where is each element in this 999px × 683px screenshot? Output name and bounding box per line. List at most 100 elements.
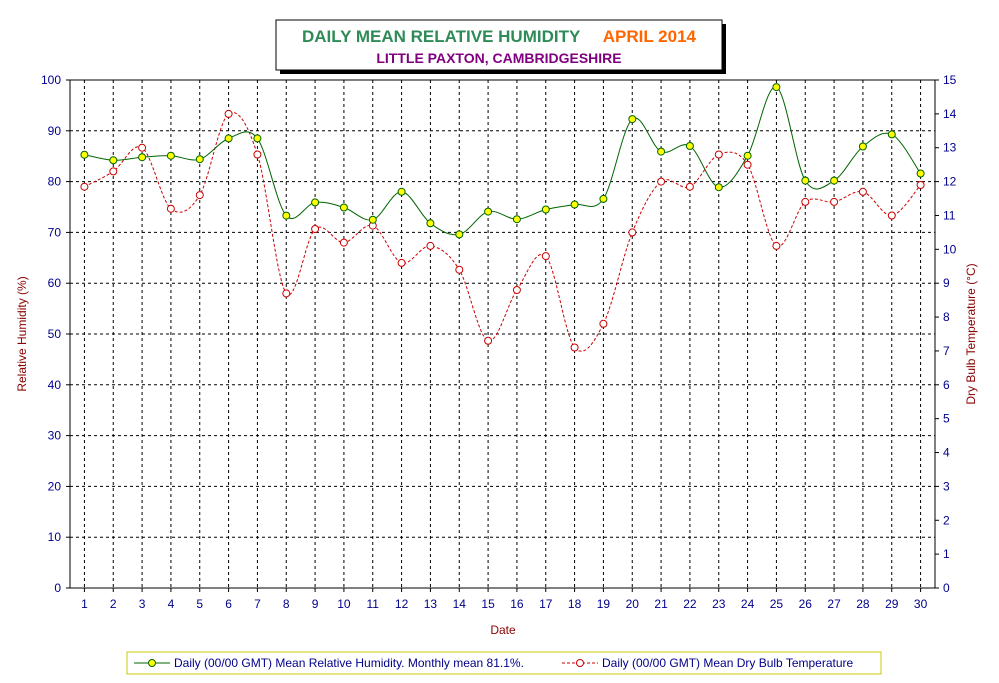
data-point-temperature	[224, 109, 233, 118]
x-tick-label: 4	[168, 597, 175, 611]
data-point-temperature	[801, 197, 810, 206]
x-tick-label: 27	[827, 597, 841, 611]
data-point-humidity	[224, 134, 233, 143]
data-point-humidity	[368, 215, 377, 224]
x-tick-label: 26	[799, 597, 813, 611]
data-point-temperature	[628, 228, 637, 237]
data-point-humidity	[570, 200, 579, 209]
y-tick-label: 0	[54, 581, 61, 595]
x-tick-label: 29	[885, 597, 899, 611]
y2-tick-label: 15	[943, 73, 957, 87]
data-point-humidity	[685, 142, 694, 150]
y2-tick-label: 2	[943, 513, 950, 527]
chart-title-main: DAILY MEAN RELATIVE HUMIDITY	[302, 27, 581, 46]
data-point-humidity	[743, 151, 752, 160]
y2-tick-label: 3	[943, 479, 950, 493]
y-tick-label: 90	[48, 124, 62, 138]
data-point-humidity	[858, 142, 867, 151]
data-point-humidity	[109, 156, 118, 165]
x-tick-label: 24	[741, 597, 755, 611]
data-point-temperature	[858, 187, 867, 196]
data-point-temperature	[397, 258, 406, 267]
y2-tick-label: 6	[943, 378, 950, 392]
x-tick-label: 18	[568, 597, 582, 611]
data-point-temperature	[599, 319, 608, 328]
x-tick-label: 13	[424, 597, 438, 611]
y2-tick-label: 1	[943, 547, 950, 561]
data-point-humidity	[311, 198, 320, 207]
data-point-humidity	[512, 215, 521, 224]
data-point-humidity	[282, 211, 291, 220]
data-point-humidity	[426, 219, 435, 228]
x-tick-label: 8	[283, 597, 290, 611]
y2-tick-label: 4	[943, 446, 950, 460]
data-point-humidity	[253, 134, 262, 143]
data-point-humidity	[887, 130, 896, 139]
x-tick-label: 17	[539, 597, 553, 611]
y-tick-label: 30	[48, 429, 62, 443]
data-point-temperature	[339, 238, 348, 247]
y2-tick-label: 13	[943, 141, 957, 155]
y-tick-label: 60	[48, 276, 62, 290]
data-point-temperature	[743, 160, 752, 169]
data-point-humidity	[657, 147, 666, 156]
y2-tick-label: 14	[943, 107, 957, 121]
data-point-humidity	[80, 150, 89, 159]
y-tick-label: 100	[41, 73, 61, 87]
data-point-temperature	[512, 286, 521, 294]
data-point-humidity	[830, 176, 839, 185]
x-tick-label: 10	[337, 597, 351, 611]
data-point-temperature	[714, 150, 723, 159]
y2-tick-label: 10	[943, 242, 957, 256]
y2-tick-label: 11	[943, 208, 956, 222]
data-point-humidity	[455, 230, 464, 239]
data-point-temperature	[80, 182, 89, 191]
chart-title: DAILY MEAN RELATIVE HUMIDITY APRIL 2014	[302, 27, 697, 46]
legend: Daily (00/00 GMT) Mean Relative Humidity…	[126, 651, 882, 675]
data-point-temperature	[311, 225, 320, 233]
data-point-temperature	[541, 252, 550, 261]
data-point-humidity	[801, 176, 810, 185]
y-axis-title: Relative Humidity (%)	[15, 276, 29, 391]
y2-tick-label: 0	[943, 581, 950, 595]
x-tick-label: 21	[654, 597, 668, 611]
chart-title-period: APRIL 2014	[603, 27, 697, 46]
data-point-humidity	[916, 169, 925, 178]
title-box: DAILY MEAN RELATIVE HUMIDITY APRIL 2014 L…	[275, 19, 726, 74]
data-point-humidity	[397, 187, 406, 196]
legend-temp-label: Daily (00/00 GMT) Mean Dry Bulb Temperat…	[602, 656, 854, 670]
series-layer	[80, 83, 925, 352]
x-tick-label: 19	[597, 597, 611, 611]
legend-rh-label: Daily (00/00 GMT) Mean Relative Humidity…	[174, 656, 524, 670]
data-point-temperature	[830, 197, 839, 206]
title-box-frame	[275, 19, 723, 71]
x-tick-label: 3	[139, 597, 146, 611]
x-tick-label: 6	[225, 597, 232, 611]
data-point-temperature	[282, 289, 291, 298]
axis-ticks: 0102030405060708090100012345678910111213…	[41, 73, 957, 611]
data-point-temperature	[109, 167, 118, 176]
data-point-humidity	[339, 203, 348, 212]
x-axis-title: Date	[490, 623, 516, 637]
data-point-temperature	[685, 182, 694, 191]
series-line-humidity	[84, 86, 922, 236]
x-tick-label: 30	[914, 597, 928, 611]
data-point-humidity	[195, 155, 204, 164]
data-point-temperature	[916, 181, 925, 189]
x-tick-label: 28	[856, 597, 870, 611]
legend-temp-marker	[576, 659, 584, 667]
grid	[70, 80, 935, 588]
y2-tick-label: 12	[943, 175, 957, 189]
y2-tick-label: 9	[943, 276, 950, 290]
y2-tick-label: 8	[943, 310, 950, 324]
x-tick-label: 5	[196, 597, 203, 611]
data-point-humidity	[772, 83, 781, 92]
y-tick-label: 80	[48, 175, 62, 189]
legend-frame	[126, 651, 882, 675]
y-tick-label: 10	[48, 530, 62, 544]
x-tick-label: 12	[395, 597, 409, 611]
data-point-humidity	[541, 205, 550, 214]
data-point-humidity	[628, 115, 637, 124]
